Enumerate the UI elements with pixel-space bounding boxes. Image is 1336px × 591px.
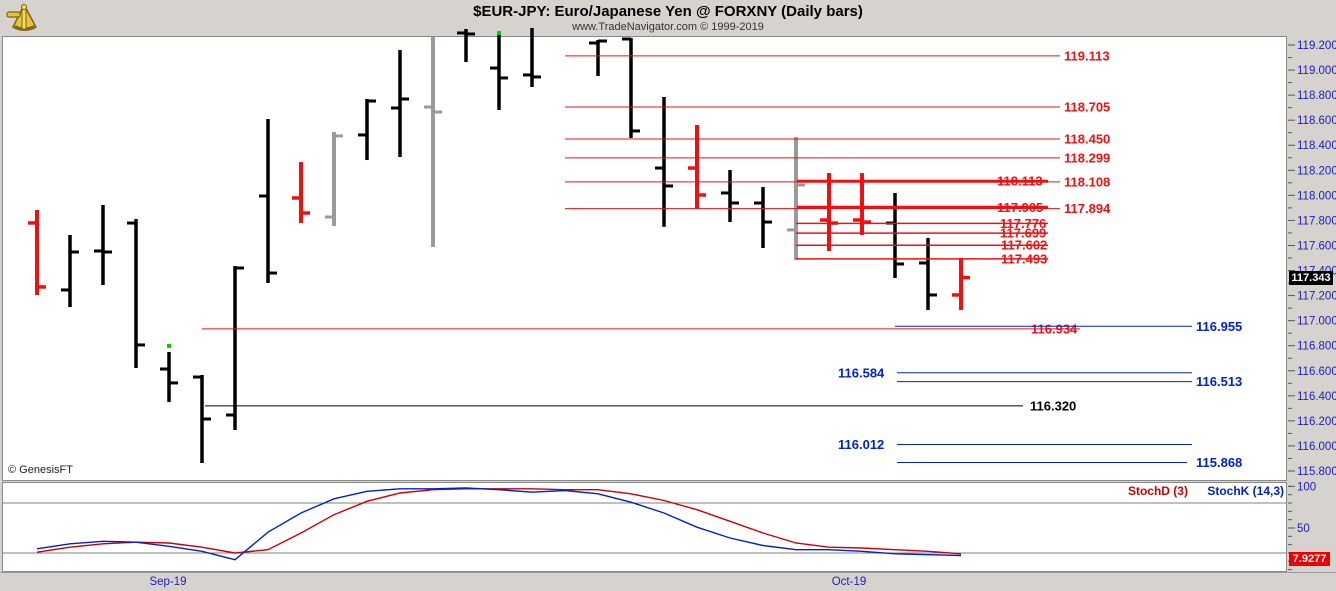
- price-chart-panel[interactable]: [2, 36, 1287, 481]
- price-axis[interactable]: [1289, 36, 1336, 572]
- chart-title: $EUR-JPY: Euro/Japanese Yen @ FORXNY (Da…: [473, 3, 863, 20]
- last-price-badge: 117.343: [1289, 271, 1333, 285]
- chart-header: $EUR-JPY: Euro/Japanese Yen @ FORXNY (Da…: [0, 0, 1336, 36]
- date-axis: [0, 572, 1336, 591]
- stochastic-value-badge: 7.9277: [1289, 552, 1330, 566]
- indicator-legend: StochD (3) StochK (14,3): [1112, 484, 1284, 498]
- trade-navigator-logo-icon: [5, 3, 45, 35]
- stochk-legend-item[interactable]: StochK (14,3): [1207, 484, 1284, 498]
- stochastic-indicator-panel[interactable]: [2, 482, 1287, 572]
- chart-subtitle: www.TradeNavigator.com © 1999-2019: [572, 21, 764, 33]
- stochd-legend-item[interactable]: StochD (3): [1127, 484, 1188, 498]
- genesis-watermark: © GenesisFT: [8, 464, 73, 476]
